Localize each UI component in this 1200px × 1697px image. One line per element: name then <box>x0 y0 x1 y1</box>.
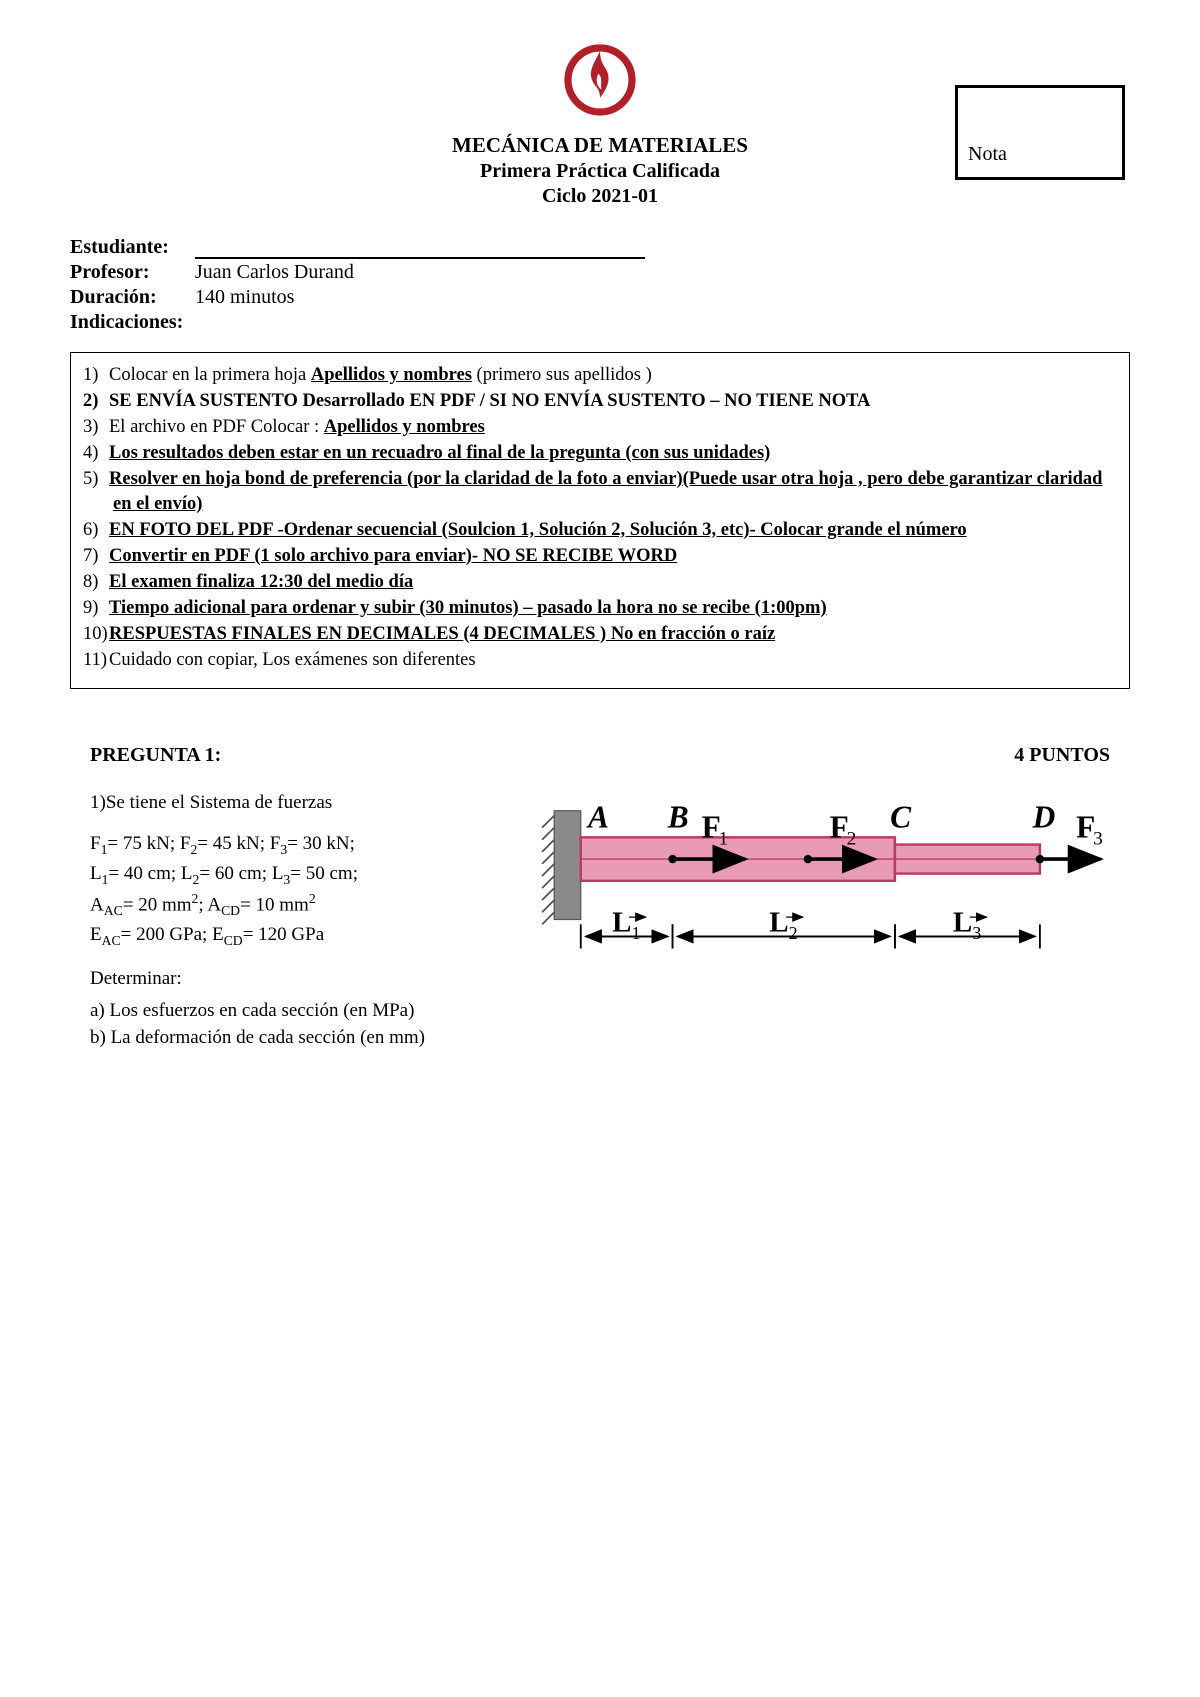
student-field[interactable] <box>195 237 645 259</box>
indications-label: Indicaciones: <box>70 311 190 334</box>
q1-data: F1= 75 kN; F2= 45 kN; F3= 30 kN; L1= 40 … <box>90 830 500 951</box>
svg-text:L: L <box>612 906 631 938</box>
student-label: Estudiante: <box>70 236 190 259</box>
q1-determine: Determinar: <box>90 965 500 993</box>
instruction-item: 4)Los resultados deben estar en un recua… <box>83 441 1117 466</box>
svg-text:A: A <box>586 799 609 834</box>
professor-value: Juan Carlos Durand <box>195 261 354 283</box>
svg-text:2: 2 <box>789 922 798 942</box>
instruction-item: 1)Colocar en la primera hoja Apellidos y… <box>83 363 1117 388</box>
svg-text:L: L <box>953 906 972 938</box>
duration-label: Duración: <box>70 286 190 309</box>
instructions-box: 1)Colocar en la primera hoja Apellidos y… <box>70 352 1130 689</box>
q1-intro: 1)Se tiene el Sistema de fuerzas <box>90 789 500 817</box>
instruction-item: 9)Tiempo adicional para ordenar y subir … <box>83 596 1117 621</box>
grade-box: Nota <box>955 85 1125 180</box>
question-title: PREGUNTA 1: <box>90 744 221 767</box>
svg-text:D: D <box>1032 799 1056 834</box>
professor-label: Profesor: <box>70 261 190 284</box>
svg-text:2: 2 <box>847 828 857 849</box>
question-text: 1)Se tiene el Sistema de fuerzas F1= 75 … <box>90 789 500 1052</box>
instruction-item: 5)Resolver en hoja bond de preferencia (… <box>83 467 1117 517</box>
svg-text:L: L <box>769 906 788 938</box>
instruction-item: 8)El examen finaliza 12:30 del medio día <box>83 570 1117 595</box>
cycle-text: Ciclo 2021-01 <box>70 185 1130 208</box>
question-1: PREGUNTA 1: 4 PUNTOS 1)Se tiene el Siste… <box>70 744 1130 1052</box>
svg-text:C: C <box>890 799 912 834</box>
instruction-item: 10)RESPUESTAS FINALES EN DECIMALES (4 DE… <box>83 622 1117 647</box>
instruction-item: 6)EN FOTO DEL PDF -Ordenar secuencial (S… <box>83 518 1117 543</box>
svg-text:3: 3 <box>1093 828 1103 849</box>
grade-label: Nota <box>968 143 1007 165</box>
beam-diagram-svg: ABCDF1F2F3L1L2L3 <box>530 789 1110 970</box>
svg-text:B: B <box>667 799 689 834</box>
svg-text:1: 1 <box>632 922 641 942</box>
q1-item-a: a) Los esfuerzos en cada sección (en MPa… <box>90 997 500 1025</box>
svg-text:1: 1 <box>719 828 729 849</box>
instruction-item: 11)Cuidado con copiar, Los exámenes son … <box>83 648 1117 673</box>
upc-logo-icon <box>560 40 640 120</box>
svg-text:3: 3 <box>972 922 981 942</box>
beam-diagram: ABCDF1F2F3L1L2L3 <box>530 789 1110 1052</box>
q1-item-b: b) La deformación de cada sección (en mm… <box>90 1024 500 1052</box>
instruction-item: 3)El archivo en PDF Colocar : Apellidos … <box>83 415 1117 440</box>
instruction-item: 2)SE ENVÍA SUSTENTO Desarrollado EN PDF … <box>83 389 1117 414</box>
instruction-item: 7)Convertir en PDF (1 solo archivo para … <box>83 544 1117 569</box>
info-block: Estudiante: Profesor: Juan Carlos Durand… <box>70 236 1130 334</box>
duration-value: 140 minutos <box>195 286 294 308</box>
question-points: 4 PUNTOS <box>1014 744 1110 767</box>
